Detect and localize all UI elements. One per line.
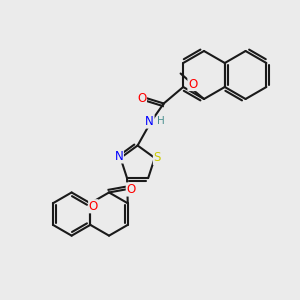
Text: O: O <box>188 77 197 91</box>
Text: S: S <box>153 152 161 164</box>
Text: O: O <box>89 200 98 213</box>
Text: O: O <box>126 183 136 196</box>
Text: O: O <box>137 92 146 105</box>
Text: H: H <box>157 116 165 127</box>
Text: N: N <box>115 150 123 163</box>
Text: N: N <box>145 115 154 128</box>
